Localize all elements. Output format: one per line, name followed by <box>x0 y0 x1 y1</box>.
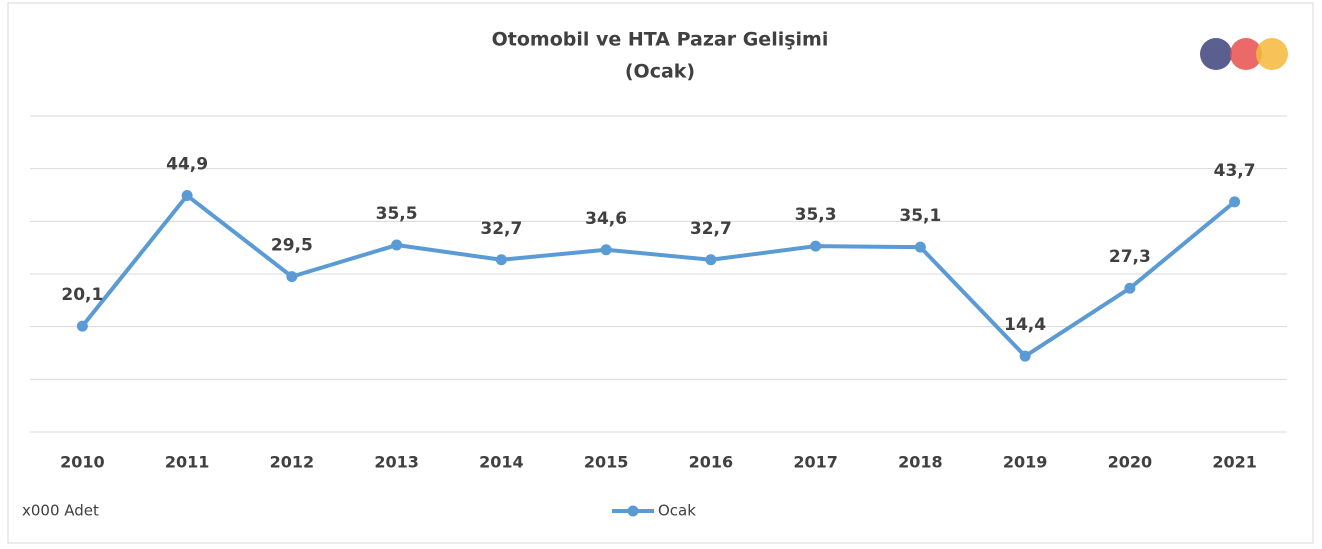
value-label: 20,1 <box>61 285 103 305</box>
value-label: 35,5 <box>376 204 418 224</box>
value-label: 32,7 <box>480 219 522 239</box>
logo <box>1200 38 1288 70</box>
point <box>495 254 507 266</box>
logo-d2 <box>1256 38 1288 70</box>
logo-d1 <box>1230 38 1262 70</box>
value-label: 14,4 <box>1004 315 1046 335</box>
x-tick-label: 2020 <box>1108 453 1153 472</box>
x-tick-label: 2011 <box>165 453 210 472</box>
value-label: 35,3 <box>795 205 837 225</box>
value-label: 32,7 <box>690 219 732 239</box>
x-tick-label: 2019 <box>1003 453 1048 472</box>
logo-o <box>1200 38 1232 70</box>
chart-subtitle: (Ocak) <box>625 61 695 83</box>
point <box>76 320 88 332</box>
point <box>600 244 612 256</box>
value-label: 34,6 <box>585 209 627 229</box>
chart-border <box>7 2 1314 544</box>
x-tick-label: 2013 <box>374 453 419 472</box>
legend-label: Ocak <box>658 502 696 520</box>
point <box>286 271 298 283</box>
point <box>914 241 926 253</box>
value-label: 43,7 <box>1214 161 1256 181</box>
point <box>1229 196 1241 208</box>
point <box>1019 350 1031 362</box>
x-tick-label: 2012 <box>270 453 315 472</box>
point <box>810 240 822 252</box>
value-label: 27,3 <box>1109 247 1151 267</box>
chart-title: Otomobil ve HTA Pazar Gelişimi <box>492 29 829 51</box>
value-label: 35,1 <box>899 206 941 226</box>
x-tick-label: 2018 <box>898 453 943 472</box>
x-tick-label: 2017 <box>793 453 838 472</box>
value-label: 29,5 <box>271 236 313 256</box>
point <box>1124 282 1136 294</box>
line <box>80 193 1236 359</box>
x-tick-label: 2014 <box>479 453 524 472</box>
point <box>181 190 193 202</box>
x-tick-label: 2015 <box>584 453 629 472</box>
point <box>705 254 717 266</box>
legend-marker <box>627 505 639 517</box>
unit-label: x000 Adet <box>22 502 99 520</box>
point <box>391 239 403 251</box>
x-tick-label: 2010 <box>60 453 105 472</box>
x-tick-label: 2016 <box>689 453 734 472</box>
x-tick-label: 2021 <box>1212 453 1257 472</box>
value-label: 44,9 <box>166 155 208 175</box>
